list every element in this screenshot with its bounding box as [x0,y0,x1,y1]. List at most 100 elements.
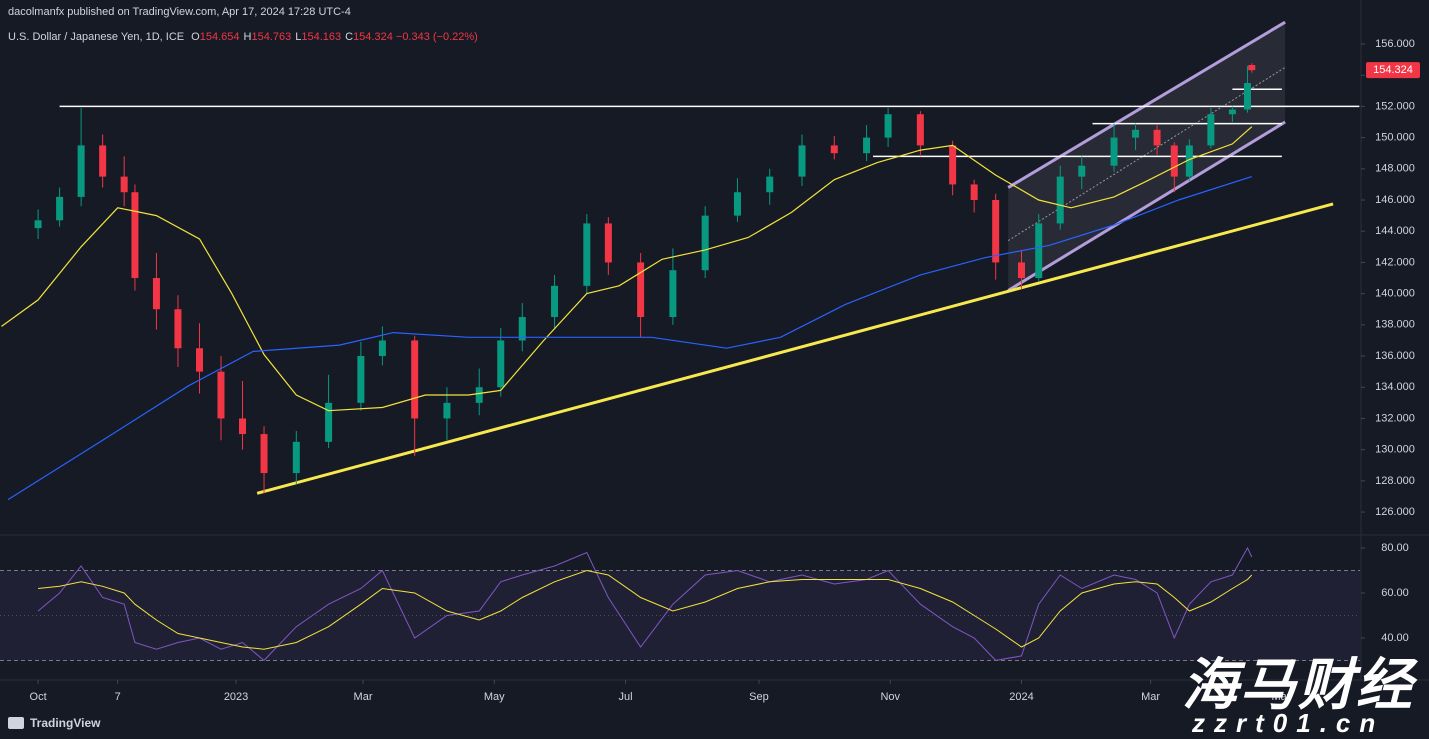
publish-line: dacolmanfx published on TradingView.com,… [8,6,351,18]
ohlc-key: H [243,31,252,43]
y-tick-label: 126.000 [1375,506,1415,518]
candle-body [604,223,612,263]
candle-body [239,418,247,435]
last-price-label: 154.324 [1373,64,1413,76]
y-tick-label: 148.000 [1375,163,1415,175]
candle-body [551,285,559,318]
y-tick-label: 134.000 [1375,381,1415,393]
candle-body [1170,145,1178,177]
candle-body [1056,176,1064,224]
watermark: 海马财经 [1182,653,1414,716]
candle-body [992,200,1000,263]
y-tick-label: 142.000 [1375,256,1415,268]
candle-body [830,145,838,154]
y-tick-label: 130.000 [1375,444,1415,456]
x-tick-label: 7 [115,691,121,703]
ohlc-key: C [345,31,354,43]
candle-body [34,220,42,229]
x-tick-label: Nov [880,691,900,703]
candle-body [325,402,333,442]
x-tick-label: Oct [30,691,47,703]
ohlc-value: 154.763 [251,31,292,43]
candle-body [863,137,871,154]
candle-body [916,114,924,146]
y-tick-label: 144.000 [1375,225,1415,237]
moving-average [7,176,1252,501]
y-tick-label: 152.000 [1375,100,1415,112]
candle-body [174,309,182,349]
candle-body [99,145,107,177]
candle-body [1207,114,1215,146]
y-tick-label: 150.000 [1375,132,1415,144]
candle-body [411,340,419,419]
y-tick-label: 132.000 [1375,412,1415,424]
candle-body [701,215,709,271]
last-price-box [1366,62,1420,79]
channel-lower [1007,120,1286,292]
candle-body [378,340,386,357]
rsi-line [38,569,1253,650]
candle-body [497,340,505,388]
candle-body [56,196,64,221]
y-tick-label: 80.00 [1381,542,1409,554]
y-tick-label: 60.00 [1381,587,1409,599]
ohlc: O154.654 H154.763 L154.163 C154.324 [187,31,393,43]
candle-body [518,317,526,341]
candle-body [970,184,978,201]
legend-line: U.S. Dollar / Japanese Yen, 1D, ICE O154… [8,31,478,43]
candle-body [260,434,268,474]
change: −0.343 (−0.22%) [395,31,478,43]
ohlc-key: O [191,31,200,43]
candle-body [1243,83,1251,110]
ohlc-key: L [295,31,302,43]
candle-body [1248,64,1256,71]
ohlc-value: 154.324 [353,31,393,43]
candle-body [475,387,483,403]
candle-body [583,223,591,286]
brand-logo: TradingView [8,716,101,730]
candle-body [1018,262,1026,279]
candle-body [766,176,774,193]
rsi-line [37,546,1253,662]
candle-body [217,371,225,419]
x-tick-label: Jul [619,691,633,703]
symbol: U.S. Dollar / Japanese Yen, 1D, ICE [8,31,185,43]
y-tick-label: 138.000 [1375,319,1415,331]
x-tick-label: 2024 [1009,691,1033,703]
candle-body [1153,129,1161,146]
price-pane [1,20,1360,501]
x-tick-label: Mar [1141,691,1160,703]
rsi-pane [0,546,1360,662]
ohlc-value: 154.654 [199,31,240,43]
x-tick-label: 2023 [224,691,248,703]
y-tick-label: 156.000 [1375,38,1415,50]
y-tick-label: 136.000 [1375,350,1415,362]
candle-body [77,145,85,197]
candle-body [884,114,892,138]
watermark-url: zzrt01.cn [1192,708,1385,738]
x-tick-label: Sep [749,691,769,703]
candle-body [131,192,139,279]
candle-body [637,262,645,318]
candle-body [669,270,677,318]
candle-body [152,278,160,310]
candle-body [120,176,128,193]
brand: TradingView [30,716,101,730]
channel-middle [1007,66,1286,242]
candle-body [1228,109,1236,115]
candle-body [1110,137,1118,166]
axes: 126.000 128.000 130.000 132.000 134.000 136.0… [30,38,1420,703]
candle-body [1035,223,1043,279]
x-tick-label: May [1271,691,1292,703]
y-tick-label: 128.000 [1375,475,1415,487]
moving-average [1,126,1253,412]
x-tick-label: May [484,691,505,703]
candle-body [357,356,365,403]
candle-body [733,192,741,216]
candle-body [1078,165,1086,177]
candle-body [1185,145,1193,177]
candle-body [949,145,957,185]
trendline [256,202,1334,495]
